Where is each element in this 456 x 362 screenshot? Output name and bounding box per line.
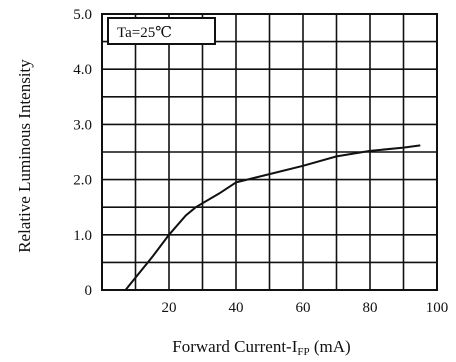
y-tick-label: 5.0 bbox=[73, 7, 92, 23]
x-axis-title: Forward Current-IFP (mA) bbox=[172, 337, 350, 358]
x-tick-label: 20 bbox=[162, 300, 177, 316]
tick-labels: 20 40 60 80 100 0 1.0 2.0 3.0 4.0 5.0 bbox=[73, 7, 448, 316]
y-tick-label: 2.0 bbox=[73, 173, 92, 189]
y-tick-label: 4.0 bbox=[73, 62, 92, 78]
y-tick-label: 0 bbox=[85, 283, 93, 299]
plot-frame bbox=[101, 13, 438, 291]
x-tick-label: 60 bbox=[296, 300, 311, 316]
x-axis-title-subscript: FP bbox=[297, 346, 309, 358]
y-axis-title: Relative Luminous Intensity bbox=[15, 59, 34, 253]
x-axis-title-main: Forward Current-I bbox=[172, 337, 297, 356]
series-line bbox=[124, 144, 421, 291]
x-tick-label: 40 bbox=[229, 300, 244, 316]
x-tick-label: 80 bbox=[363, 300, 378, 316]
y-tick-label: 1.0 bbox=[73, 228, 92, 244]
x-axis-title-unit: (mA) bbox=[310, 337, 351, 356]
y-tick-label: 3.0 bbox=[73, 117, 92, 133]
x-tick-label: 100 bbox=[426, 300, 449, 316]
annotation-text: Ta=25℃ bbox=[117, 25, 172, 41]
annotation-box bbox=[107, 17, 216, 45]
chart-grid bbox=[102, 14, 437, 290]
